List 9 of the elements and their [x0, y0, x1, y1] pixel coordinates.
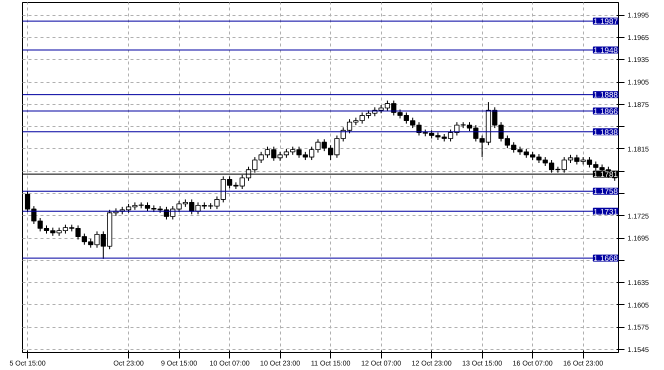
ref-line-label: 1.1758	[593, 187, 618, 196]
ref-line-label: 1.1948	[593, 46, 618, 56]
ref-line-label: 1.1987	[593, 17, 618, 26]
ref-line-label: 1.1781	[593, 170, 618, 180]
ref-line-label: 1.1668	[593, 254, 618, 264]
ref-line-label: 1.1731	[593, 207, 618, 216]
ref-line-label: 1.1888	[593, 90, 618, 100]
ref-line-label: 1.1866	[593, 106, 618, 116]
ref-line-label: 1.1838	[593, 128, 618, 137]
